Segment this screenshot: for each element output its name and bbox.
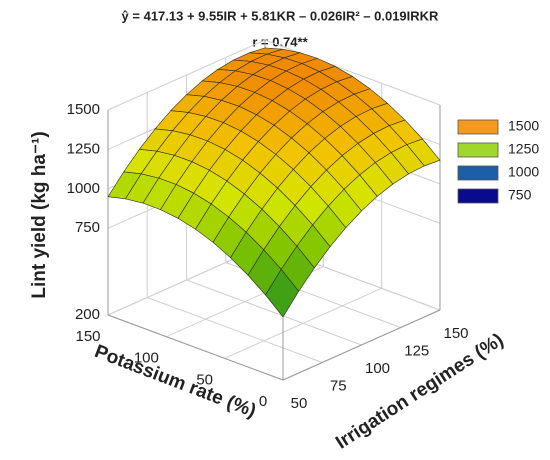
z-tick-label: 1000 — [67, 180, 100, 197]
grid-line — [147, 297, 323, 363]
x-tick-label: 150 — [443, 325, 468, 342]
legend-label: 750 — [508, 187, 532, 203]
legend-label: 1250 — [508, 141, 539, 157]
y-tick-label: 0 — [259, 393, 267, 410]
chart-subtitle: r = 0.74** — [252, 34, 308, 49]
z-tick-label: 1500 — [67, 101, 100, 118]
legend-swatch — [457, 142, 499, 158]
x-tick-label: 50 — [291, 395, 308, 412]
legend-label: 1000 — [508, 164, 539, 180]
z-axis-title: Lint yield (kg ha⁻¹) — [29, 131, 50, 298]
legend-label: 1500 — [508, 118, 539, 134]
z-tick-label: 1250 — [67, 140, 100, 157]
y-tick-label: 150 — [75, 328, 100, 345]
y-axis-title: Potassium rate (%) — [92, 341, 259, 422]
legend-swatch — [457, 119, 499, 135]
grid-line — [186, 279, 362, 346]
axis-edge — [107, 314, 284, 381]
y-tick-label: 100 — [134, 350, 159, 367]
chart-title: ŷ = 417.13 + 9.55IR + 5.81KR – 0.026IR² … — [122, 8, 440, 23]
z-tick-label: 200 — [75, 306, 100, 323]
x-tick-label: 100 — [365, 360, 390, 377]
x-tick-label: 125 — [404, 342, 429, 359]
grid-line — [224, 287, 382, 359]
z-tick-label: 750 — [75, 219, 100, 236]
surface-patch — [265, 268, 300, 318]
legend-swatch — [457, 165, 499, 181]
legend-swatch — [457, 188, 499, 204]
x-tick-label: 75 — [330, 377, 347, 394]
grid-line — [264, 39, 441, 106]
axis-edge — [282, 309, 441, 381]
y-tick-label: 50 — [196, 371, 213, 388]
